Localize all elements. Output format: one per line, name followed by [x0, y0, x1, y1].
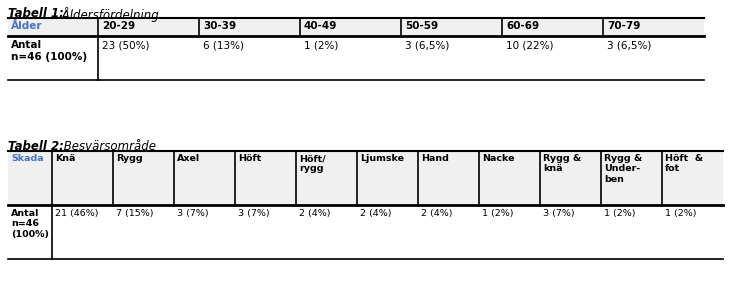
Text: 21 (46%): 21 (46%) — [55, 209, 99, 218]
Text: 40-49: 40-49 — [304, 21, 338, 31]
Text: 70-79: 70-79 — [607, 21, 640, 31]
Bar — [8, 205, 723, 259]
Text: Axel: Axel — [177, 154, 200, 163]
Bar — [8, 18, 704, 36]
Text: 30-39: 30-39 — [203, 21, 236, 31]
Text: 20-29: 20-29 — [102, 21, 135, 31]
Text: 23 (50%): 23 (50%) — [102, 40, 150, 50]
Bar — [8, 36, 704, 80]
Text: 7 (15%): 7 (15%) — [116, 209, 154, 218]
Text: Åldersfördelning: Åldersfördelning — [58, 7, 159, 22]
Text: Tabell 1:: Tabell 1: — [8, 7, 64, 20]
Text: 2 (4%): 2 (4%) — [299, 209, 330, 218]
Text: Ljumske: Ljumske — [360, 154, 404, 163]
Text: Skada: Skada — [11, 154, 44, 163]
Text: Knä: Knä — [55, 154, 75, 163]
Text: Antal
n=46 (100%): Antal n=46 (100%) — [11, 40, 87, 62]
Text: 6 (13%): 6 (13%) — [203, 40, 244, 50]
Text: 1 (2%): 1 (2%) — [604, 209, 635, 218]
Text: 3 (7%): 3 (7%) — [177, 209, 208, 218]
Text: 3 (7%): 3 (7%) — [238, 209, 270, 218]
Text: 1 (2%): 1 (2%) — [304, 40, 338, 50]
Bar — [8, 151, 723, 205]
Text: 2 (4%): 2 (4%) — [421, 209, 452, 218]
Text: 60-69: 60-69 — [506, 21, 539, 31]
Text: Nacke: Nacke — [482, 154, 515, 163]
Text: 3 (6,5%): 3 (6,5%) — [405, 40, 450, 50]
Text: 50-59: 50-59 — [405, 21, 438, 31]
Text: Ålder: Ålder — [11, 21, 42, 31]
Text: 1 (2%): 1 (2%) — [665, 209, 697, 218]
Text: Tabell 2:: Tabell 2: — [8, 140, 64, 153]
Text: 3 (7%): 3 (7%) — [543, 209, 575, 218]
Text: Hand: Hand — [421, 154, 449, 163]
Text: 2 (4%): 2 (4%) — [360, 209, 392, 218]
Text: 3 (6,5%): 3 (6,5%) — [607, 40, 651, 50]
Text: Rygg &
knä: Rygg & knä — [543, 154, 581, 173]
Text: Rygg &
Under-
ben: Rygg & Under- ben — [604, 154, 643, 184]
Text: Höft  &
fot: Höft & fot — [665, 154, 703, 173]
Text: 10 (22%): 10 (22%) — [506, 40, 553, 50]
Text: Höft: Höft — [238, 154, 261, 163]
Text: Höft/
rygg: Höft/ rygg — [299, 154, 326, 173]
Text: Rygg: Rygg — [116, 154, 143, 163]
Text: Besvärsområde: Besvärsområde — [60, 140, 156, 153]
Text: 1 (2%): 1 (2%) — [482, 209, 513, 218]
Text: Antal
n=46
(100%): Antal n=46 (100%) — [11, 209, 49, 239]
